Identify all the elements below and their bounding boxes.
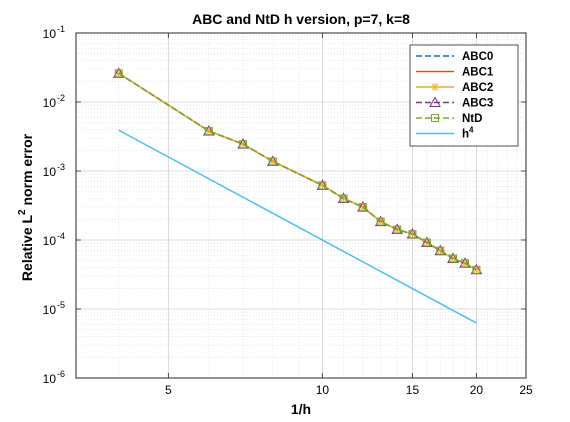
y-tick-label-exponent: -1 xyxy=(57,24,65,34)
legend-label-text: ABC1 xyxy=(462,67,494,79)
series-line xyxy=(118,72,477,271)
y-tick-label-exponent: -6 xyxy=(57,369,65,379)
x-tick-label: 25 xyxy=(519,383,533,397)
legend-item: ABC1 xyxy=(416,67,494,79)
legend-label-superscript: 4 xyxy=(469,126,474,135)
square-marker xyxy=(318,181,327,190)
square-marker xyxy=(114,69,123,78)
square-marker xyxy=(431,114,439,122)
series-h4 xyxy=(118,129,477,324)
star-marker xyxy=(431,83,439,91)
y-axis-label-main: Relative L xyxy=(19,215,35,282)
legend-label: ABC0 xyxy=(462,51,493,63)
square-marker xyxy=(239,140,248,149)
square-marker xyxy=(268,157,277,166)
square-marker xyxy=(204,126,213,135)
square-marker xyxy=(376,217,385,226)
legend-label: NtD xyxy=(462,113,482,125)
x-tick-label: 15 xyxy=(406,383,420,397)
y-axis-label: Relative L2 norm error xyxy=(17,133,35,281)
y-tick-label: 10 xyxy=(43,96,57,110)
x-axis-label: 1/h xyxy=(291,401,311,417)
legend-label-text: ABC3 xyxy=(462,98,493,110)
y-tick-label-base: 10 xyxy=(43,96,57,110)
legend-label-text: h xyxy=(462,129,469,141)
y-axis-label-superscript: 2 xyxy=(17,209,28,215)
legend-item: ABC3 xyxy=(416,96,493,110)
legend-label-text: ABC2 xyxy=(462,82,493,94)
y-tick-label: 10 xyxy=(43,234,57,248)
legend-box xyxy=(409,44,519,147)
y-tick-label-base: 10 xyxy=(43,234,57,248)
legend-label: ABC2 xyxy=(462,82,493,94)
y-tick-label-base: 10 xyxy=(43,372,57,386)
y-tick-label-base: 10 xyxy=(43,303,57,317)
square-marker xyxy=(436,246,445,255)
series-line xyxy=(118,129,477,324)
x-tick-label: 20 xyxy=(470,383,484,397)
legend-label: ABC3 xyxy=(462,98,493,110)
y-tick-label: 10 xyxy=(43,303,57,317)
legend-label: ABC1 xyxy=(462,67,494,79)
y-tick-label: 10 xyxy=(43,27,57,41)
square-marker xyxy=(358,203,367,212)
legend-item: NtD xyxy=(416,113,482,125)
legend-label-text: NtD xyxy=(462,113,482,125)
y-tick-label-exponent: -4 xyxy=(57,231,65,241)
square-marker xyxy=(472,265,481,274)
star-marker-stroke xyxy=(431,83,439,91)
square-marker xyxy=(339,194,348,203)
y-tick-label-exponent: -2 xyxy=(57,93,65,103)
plot-frame xyxy=(75,32,527,379)
y-tick-label-exponent: -3 xyxy=(57,162,65,172)
x-tick-label: 5 xyxy=(165,383,172,397)
legend-item: ABC2 xyxy=(416,82,493,94)
y-tick-label: 10 xyxy=(43,372,57,386)
legend-label: h4 xyxy=(462,126,474,141)
square-marker xyxy=(393,225,402,234)
y-tick-label-exponent: -5 xyxy=(57,300,65,310)
triangle-marker xyxy=(429,96,441,107)
square-marker xyxy=(448,254,457,263)
series-layer xyxy=(112,67,483,324)
square-marker xyxy=(408,230,417,239)
square-marker xyxy=(422,238,431,247)
legend-item: ABC0 xyxy=(416,51,493,63)
square-marker xyxy=(461,259,470,268)
chart-title: ABC and NtD h version, p=7, k=8 xyxy=(192,11,410,27)
series-ntd xyxy=(114,69,481,274)
legend-item: h4 xyxy=(416,126,474,141)
y-tick-label-base: 10 xyxy=(43,165,57,179)
y-tick-label: 10 xyxy=(43,165,57,179)
legend-label-text: ABC0 xyxy=(462,51,493,63)
x-tick-label: 10 xyxy=(316,383,330,397)
y-axis-label-rest: norm error xyxy=(19,133,35,209)
y-tick-label-base: 10 xyxy=(43,27,57,41)
